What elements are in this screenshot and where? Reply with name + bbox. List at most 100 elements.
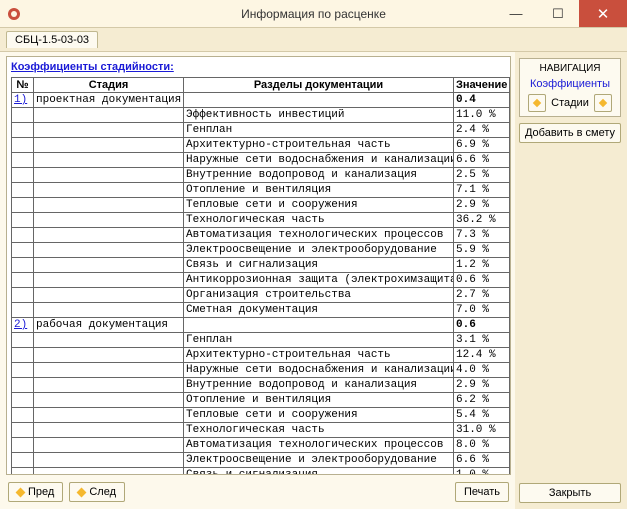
- row-value: 2.7 %: [454, 288, 510, 303]
- print-label: Печать: [464, 486, 500, 498]
- row-num: [12, 108, 34, 123]
- row-stage: [34, 408, 184, 423]
- row-value: 31.0 %: [454, 423, 510, 438]
- row-value: 7.1 %: [454, 183, 510, 198]
- col-stage: Стадия: [34, 78, 184, 93]
- group-value: 0.6: [454, 318, 510, 333]
- row-value: 6.9 %: [454, 138, 510, 153]
- row-num: [12, 378, 34, 393]
- row-value: 1.0 %: [454, 468, 510, 476]
- row-section: Организация строительства: [184, 288, 454, 303]
- row-value: 2.4 %: [454, 123, 510, 138]
- row-num: [12, 453, 34, 468]
- row-value: 12.4 %: [454, 348, 510, 363]
- row-stage: [34, 363, 184, 378]
- row-num: [12, 228, 34, 243]
- row-section: Отопление и вентиляция: [184, 183, 454, 198]
- next-button[interactable]: След: [69, 482, 125, 502]
- row-value: 36.2 %: [454, 213, 510, 228]
- row-num: [12, 438, 34, 453]
- section-heading[interactable]: Коэффициенты стадийности:: [11, 59, 510, 77]
- next-label: След: [89, 486, 116, 498]
- row-stage: [34, 153, 184, 168]
- row-stage: [34, 438, 184, 453]
- prev-button[interactable]: Пред: [8, 482, 63, 502]
- coefficients-link[interactable]: Коэффициенты: [524, 78, 616, 90]
- row-section: Электроосвещение и электрооборудование: [184, 243, 454, 258]
- group-value: 0.4: [454, 93, 510, 108]
- row-num: [12, 408, 34, 423]
- minimize-button[interactable]: —: [495, 0, 537, 27]
- diamond-icon: [16, 487, 26, 497]
- row-stage: [34, 123, 184, 138]
- row-section: Генплан: [184, 333, 454, 348]
- row-stage: [34, 273, 184, 288]
- row-section: Связь и сигнализация: [184, 468, 454, 476]
- row-num: [12, 333, 34, 348]
- row-num: [12, 468, 34, 476]
- stages-label: Стадии: [548, 97, 592, 109]
- group-section: [184, 93, 454, 108]
- row-stage: [34, 468, 184, 476]
- row-stage: [34, 288, 184, 303]
- add-to-estimate-button[interactable]: Добавить в смету: [519, 123, 621, 143]
- group-stage: проектная документация: [34, 93, 184, 108]
- titlebar: Информация по расценке — ☐ ✕: [0, 0, 627, 28]
- toolbar: СБЦ-1.5-03-03: [0, 28, 627, 52]
- row-num: [12, 183, 34, 198]
- row-value: 2.5 %: [454, 168, 510, 183]
- row-stage: [34, 198, 184, 213]
- content-frame: Коэффициенты стадийности: № Стадия Разде…: [6, 56, 511, 475]
- row-section: Наружные сети водоснабжения и канализаци…: [184, 153, 454, 168]
- close-window-button[interactable]: ✕: [579, 0, 627, 27]
- row-section: Электроосвещение и электрооборудование: [184, 453, 454, 468]
- row-num: [12, 303, 34, 318]
- row-value: 4.0 %: [454, 363, 510, 378]
- nav-title: НАВИГАЦИЯ: [524, 63, 616, 74]
- row-num: [12, 243, 34, 258]
- print-button[interactable]: Печать: [455, 482, 509, 502]
- col-num: №: [12, 78, 34, 93]
- row-stage: [34, 378, 184, 393]
- col-section: Разделы документации: [184, 78, 454, 93]
- row-stage: [34, 258, 184, 273]
- prev-label: Пред: [28, 486, 54, 498]
- row-value: 6.6 %: [454, 153, 510, 168]
- row-section: Эффективность инвестиций: [184, 108, 454, 123]
- row-num: [12, 138, 34, 153]
- row-stage: [34, 168, 184, 183]
- close-button[interactable]: Закрыть: [519, 483, 621, 503]
- group-num[interactable]: 1): [12, 93, 34, 108]
- row-num: [12, 123, 34, 138]
- code-tab[interactable]: СБЦ-1.5-03-03: [6, 31, 98, 48]
- row-section: Тепловые сети и сооружения: [184, 408, 454, 423]
- row-section: Сметная документация: [184, 303, 454, 318]
- row-section: Генплан: [184, 123, 454, 138]
- row-num: [12, 363, 34, 378]
- row-section: Автоматизация технологических процессов: [184, 438, 454, 453]
- row-num: [12, 168, 34, 183]
- row-section: Автоматизация технологических процессов: [184, 228, 454, 243]
- stage-next-button[interactable]: [594, 94, 612, 112]
- row-value: 5.4 %: [454, 408, 510, 423]
- maximize-button[interactable]: ☐: [537, 0, 579, 27]
- row-stage: [34, 138, 184, 153]
- row-num: [12, 258, 34, 273]
- row-section: Отопление и вентиляция: [184, 393, 454, 408]
- row-section: Тепловые сети и сооружения: [184, 198, 454, 213]
- row-value: 11.0 %: [454, 108, 510, 123]
- row-stage: [34, 213, 184, 228]
- row-section: Антикоррозионная защита (электрохимзащит…: [184, 273, 454, 288]
- nav-box: НАВИГАЦИЯ Коэффициенты Стадии: [519, 58, 621, 117]
- row-value: 3.1 %: [454, 333, 510, 348]
- row-stage: [34, 108, 184, 123]
- stage-prev-button[interactable]: [528, 94, 546, 112]
- coefficients-table: № Стадия Разделы документации Значение 1…: [11, 77, 510, 475]
- row-num: [12, 423, 34, 438]
- col-value: Значение: [454, 78, 510, 93]
- group-num[interactable]: 2): [12, 318, 34, 333]
- footer-bar: Пред След Печать: [6, 475, 511, 505]
- app-icon: [6, 6, 22, 22]
- row-value: 7.3 %: [454, 228, 510, 243]
- row-section: Внутренние водопровод и канализация: [184, 378, 454, 393]
